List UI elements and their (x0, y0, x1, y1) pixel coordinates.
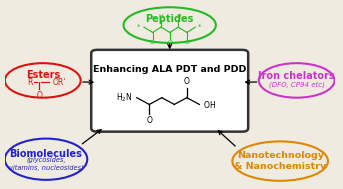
Text: O: O (150, 40, 155, 45)
Text: (glycosides,
vitamins, nucleosides): (glycosides, vitamins, nucleosides) (9, 157, 83, 171)
Text: Iron chelators: Iron chelators (258, 71, 335, 81)
Text: O: O (184, 40, 189, 45)
Text: Peptides: Peptides (145, 14, 194, 24)
Text: Nanotechnology
& Nanochemistry: Nanotechnology & Nanochemistry (234, 151, 326, 171)
Text: $\mathrm{OH}$: $\mathrm{OH}$ (203, 99, 216, 110)
Text: H: H (176, 14, 181, 19)
Text: O: O (36, 91, 43, 100)
Text: *: * (137, 24, 141, 30)
FancyBboxPatch shape (91, 50, 248, 132)
Text: (DFO, CP94 etc): (DFO, CP94 etc) (269, 82, 324, 88)
Text: Biomolecules: Biomolecules (10, 149, 83, 159)
Text: *: * (198, 24, 201, 30)
Text: O: O (167, 40, 172, 45)
Text: Esters: Esters (26, 70, 60, 80)
Text: $\mathrm{H_2N}$: $\mathrm{H_2N}$ (116, 91, 133, 104)
Text: O: O (184, 77, 190, 86)
Text: Enhancing ALA PDT and PDD: Enhancing ALA PDT and PDD (93, 65, 246, 74)
Text: R: R (27, 78, 32, 87)
Text: O: O (146, 116, 152, 125)
Text: H: H (159, 14, 164, 19)
Text: OR': OR' (53, 78, 66, 87)
